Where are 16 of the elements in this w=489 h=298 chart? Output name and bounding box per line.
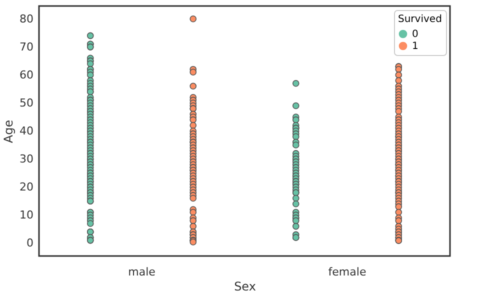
- y-tick-label: 20: [20, 180, 34, 194]
- x-axis-title: Sex: [234, 280, 256, 294]
- x-tick-label: female: [328, 266, 366, 278]
- y-tick-label: 10: [20, 208, 34, 222]
- y-tick-label: 0: [26, 236, 34, 250]
- y-tick-label: 80: [20, 12, 34, 26]
- y-tick-label: 70: [20, 40, 34, 54]
- legend-label: 1: [412, 41, 418, 52]
- legend-label: 0: [412, 29, 418, 40]
- y-tick-label: 50: [20, 96, 34, 110]
- y-tick-label: 40: [20, 124, 34, 138]
- x-tick-label: male: [128, 266, 156, 278]
- y-tick-label: 30: [20, 152, 34, 166]
- legend-title: Survived: [398, 14, 442, 25]
- y-axis-title: Age: [2, 120, 16, 144]
- y-tick-label: 60: [20, 68, 34, 82]
